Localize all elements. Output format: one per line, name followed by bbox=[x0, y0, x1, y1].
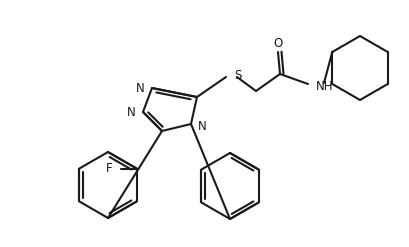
Text: N: N bbox=[127, 105, 136, 119]
Text: N: N bbox=[136, 82, 145, 95]
Text: O: O bbox=[273, 37, 283, 49]
Text: NH: NH bbox=[316, 80, 333, 92]
Text: S: S bbox=[234, 68, 241, 82]
Text: N: N bbox=[198, 120, 207, 132]
Text: F: F bbox=[106, 162, 112, 175]
